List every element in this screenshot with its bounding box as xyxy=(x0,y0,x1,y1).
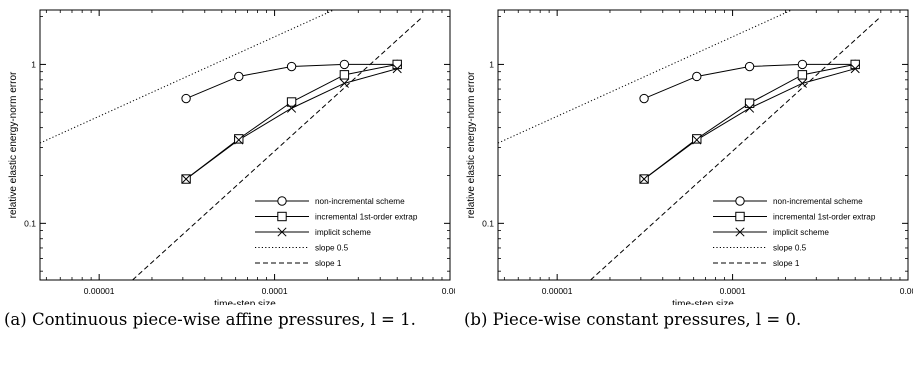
y-axis-label: relative elastic energy-norm error xyxy=(8,71,19,218)
y-tick-label: 1 xyxy=(31,59,36,69)
series-line-3 xyxy=(498,10,793,144)
series-line-4 xyxy=(132,16,424,280)
legend-label-0: non-incremental scheme xyxy=(315,197,405,206)
legend-marker-2 xyxy=(277,227,287,237)
series-1-point xyxy=(744,98,755,108)
series-layer xyxy=(40,10,424,280)
series-1-point xyxy=(692,134,702,144)
series-line-3 xyxy=(40,10,335,144)
chart-a: 0.00001 0.0001 0.00 0.1 1 time-step size relat… xyxy=(8,9,455,305)
series-1-point xyxy=(850,59,860,70)
series-layer xyxy=(498,10,882,280)
series-0-point xyxy=(639,93,649,104)
x-tick-label: 0.00001 xyxy=(84,286,115,296)
series-1-point xyxy=(286,97,297,107)
series-2-point xyxy=(692,135,702,145)
series-2-point xyxy=(745,103,755,113)
series-2-point xyxy=(797,78,807,88)
legend-marker-0 xyxy=(277,196,287,206)
series-1-point xyxy=(392,59,402,70)
series-1-point xyxy=(797,70,808,80)
series-0-point xyxy=(339,59,350,70)
series-2-point xyxy=(234,135,244,145)
plot-frame xyxy=(39,9,451,281)
legend-marker-1 xyxy=(735,211,745,222)
x-tick-label: 0.00001 xyxy=(542,286,573,296)
legend-label-1: incremental 1st-order extrap xyxy=(315,213,418,222)
series-line-1 xyxy=(643,63,856,180)
series-0-point xyxy=(744,61,755,72)
legend-label-4: slope 1 xyxy=(773,259,800,268)
legend-label-2: implicit scheme xyxy=(315,228,371,237)
series-2-point xyxy=(339,78,349,88)
legend-marker-2 xyxy=(735,227,745,237)
caption-a: (a) Continuous piece-wise affine pressur… xyxy=(4,310,416,329)
caption-b: (b) Piece-wise constant pressures, l = 0… xyxy=(464,310,802,329)
series-2-point xyxy=(181,174,191,184)
series-2-point xyxy=(639,174,649,184)
legend-label-3: slope 0.5 xyxy=(315,244,349,253)
legend-label-1: incremental 1st-order extrap xyxy=(773,213,876,222)
series-0-point xyxy=(692,71,702,82)
series-2-point xyxy=(392,64,402,74)
legend-label-4: slope 1 xyxy=(315,259,342,268)
y-tick-label: 0.1 xyxy=(482,218,494,228)
series-0-point xyxy=(234,71,244,82)
x-axis-label: time-step size xyxy=(214,299,276,305)
y-tick-label: 1 xyxy=(489,59,494,69)
chart-b: 0.00001 0.0001 0.00 0.1 1 time-step size relat… xyxy=(466,9,913,305)
series-2-point xyxy=(850,64,860,74)
legend-label-3: slope 0.5 xyxy=(773,244,807,253)
x-tick-label: 0.0001 xyxy=(262,286,288,296)
series-1-point xyxy=(339,70,350,80)
y-axis-label: relative elastic energy-norm error xyxy=(466,71,477,218)
x-axis-label: time-step size xyxy=(672,299,734,305)
series-line-1 xyxy=(185,63,398,180)
x-tick-label: 0.00 xyxy=(442,286,455,296)
x-tick-label: 0.00 xyxy=(900,286,913,296)
series-0-point xyxy=(286,61,297,72)
series-1-point xyxy=(234,134,244,144)
plot-frame xyxy=(497,9,909,281)
series-line-4 xyxy=(590,16,882,280)
series-2-point xyxy=(287,103,297,113)
series-0-point xyxy=(797,59,808,70)
legend-marker-0 xyxy=(735,196,745,206)
legend-marker-1 xyxy=(277,211,287,222)
legend-label-0: non-incremental scheme xyxy=(773,197,863,206)
x-tick-label: 0.0001 xyxy=(720,286,746,296)
series-0-point xyxy=(181,93,191,104)
legend-label-2: implicit scheme xyxy=(773,228,829,237)
y-tick-label: 0.1 xyxy=(24,218,36,228)
